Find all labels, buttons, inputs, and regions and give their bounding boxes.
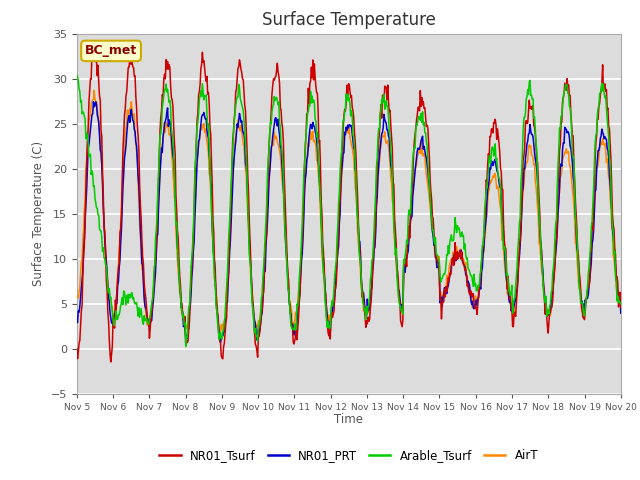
X-axis label: Time: Time <box>334 413 364 426</box>
Legend: NR01_Tsurf, NR01_PRT, Arable_Tsurf, AirT: NR01_Tsurf, NR01_PRT, Arable_Tsurf, AirT <box>155 444 543 467</box>
Title: Surface Temperature: Surface Temperature <box>262 11 436 29</box>
Text: BC_met: BC_met <box>85 44 137 58</box>
Y-axis label: Surface Temperature (C): Surface Temperature (C) <box>32 141 45 286</box>
